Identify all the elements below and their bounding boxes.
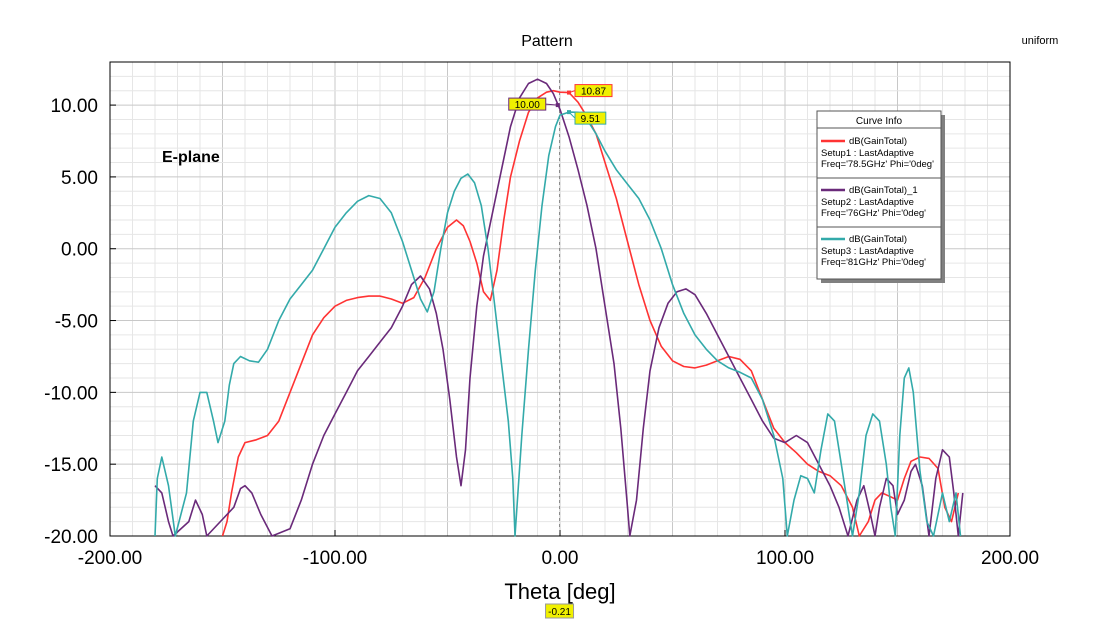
chart-title: Pattern bbox=[521, 33, 573, 50]
legend-series-detail: Freq='81GHz' Phi='0deg' bbox=[821, 257, 926, 268]
cursor-readout-box bbox=[545, 603, 575, 619]
x-tick-label: 100.00 bbox=[756, 548, 814, 569]
y-tick-label: -15.00 bbox=[44, 455, 98, 476]
marker-box[interactable] bbox=[508, 97, 547, 111]
data-markers: 10.87 10.00 9.51 bbox=[508, 84, 613, 125]
cursor-readout: -0.21 bbox=[545, 603, 575, 619]
y-tick-label: -10.00 bbox=[44, 383, 98, 404]
marker-point bbox=[567, 90, 571, 95]
legend-series-detail: Setup1 : LastAdaptive bbox=[821, 148, 914, 159]
marker-point bbox=[567, 110, 571, 115]
cursor-readout-value: -0.21 bbox=[548, 607, 571, 618]
legend-series-name: dB(GainTotal) bbox=[849, 136, 907, 147]
legend-series-name: dB(GainTotal)_1 bbox=[849, 185, 918, 196]
y-tick-label: 10.00 bbox=[50, 96, 98, 117]
y-tick-label: 5.00 bbox=[61, 168, 98, 189]
marker-value-label: 10.00 bbox=[515, 100, 540, 111]
x-tick-label: -100.00 bbox=[303, 548, 367, 569]
x-tick-label: 0.00 bbox=[542, 548, 579, 569]
y-tick-label: -20.00 bbox=[44, 527, 98, 548]
series-line-1 bbox=[221, 89, 960, 537]
legend-box bbox=[816, 110, 942, 280]
axis-ticks: -200.00 -100.00 0.00 100.00 200.00 -20.00 -15.… bbox=[44, 96, 1039, 569]
legend-series-detail: Freq='78.5GHz' Phi='0deg' bbox=[821, 159, 934, 170]
legend-title: Curve Info bbox=[856, 116, 903, 127]
marker-box[interactable] bbox=[574, 111, 607, 125]
x-tick-label: -200.00 bbox=[78, 548, 142, 569]
marker-value-label: 10.87 bbox=[581, 87, 606, 98]
y-tick-label: 0.00 bbox=[61, 240, 98, 261]
top-right-note: uniform bbox=[1022, 35, 1059, 47]
series-line-2 bbox=[154, 78, 964, 537]
marker-box[interactable] bbox=[574, 84, 613, 98]
legend-series-detail: Setup2 : LastAdaptive bbox=[821, 197, 914, 208]
series-line-3 bbox=[154, 111, 962, 537]
legend-series-detail: Freq='76GHz' Phi='0deg' bbox=[821, 208, 926, 219]
e-plane-label: E-plane bbox=[162, 149, 220, 166]
series-lines bbox=[154, 78, 964, 537]
legend-series-name: dB(GainTotal) bbox=[849, 234, 907, 245]
marker-value-label: 9.51 bbox=[581, 114, 601, 125]
marker-point bbox=[555, 103, 560, 108]
x-tick-label: 200.00 bbox=[981, 548, 1039, 569]
y-tick-label: -5.00 bbox=[55, 312, 98, 333]
x-axis-label: Theta [deg] bbox=[504, 579, 615, 604]
legend-series-detail: Setup3 : LastAdaptive bbox=[821, 246, 914, 257]
